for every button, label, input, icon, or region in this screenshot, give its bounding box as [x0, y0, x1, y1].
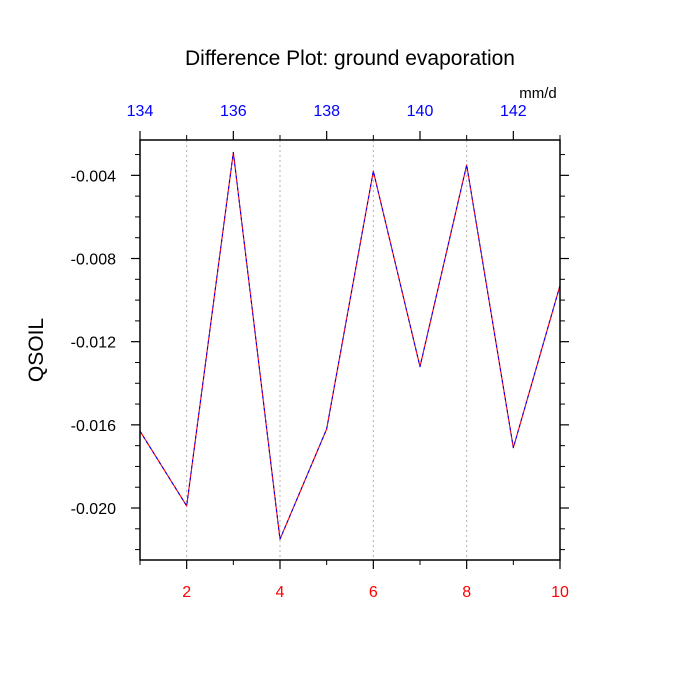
y-tick-label: -0.008 — [71, 252, 116, 269]
x-bottom-tick-label: 6 — [369, 584, 378, 601]
x-bottom-tick-label: 10 — [551, 584, 569, 601]
x-top-tick-label: 142 — [500, 103, 527, 120]
y-axis-label: QSOIL — [25, 318, 48, 382]
series-layer — [139, 151, 561, 540]
y-tick-label: -0.004 — [71, 168, 116, 185]
x-bottom-tick-label: 4 — [276, 584, 285, 601]
x-top-tick-label: 138 — [313, 103, 340, 120]
grid-layer — [186, 140, 468, 560]
x-bottom-tick-label: 8 — [462, 584, 471, 601]
x-bottom-tick-label: 2 — [182, 584, 191, 601]
units-label: mm/d — [519, 85, 557, 102]
y-tick-label: -0.016 — [71, 418, 116, 435]
y-tick-label: -0.012 — [71, 335, 116, 352]
axis-layer: 2 4 6 8 10 134 136 138 140 142 -0.004 -0.008 -0.012 -… — [71, 103, 569, 601]
y-tick-label: -0.020 — [71, 501, 116, 518]
series-line-dash-difference — [139, 151, 561, 540]
x-top-tick-label: 136 — [220, 103, 247, 120]
x-top-tick-label: 134 — [127, 103, 154, 120]
chart-title: Difference Plot: ground evaporation — [185, 47, 515, 70]
x-top-tick-label: 140 — [407, 103, 434, 120]
plot-frame — [139, 139, 561, 561]
